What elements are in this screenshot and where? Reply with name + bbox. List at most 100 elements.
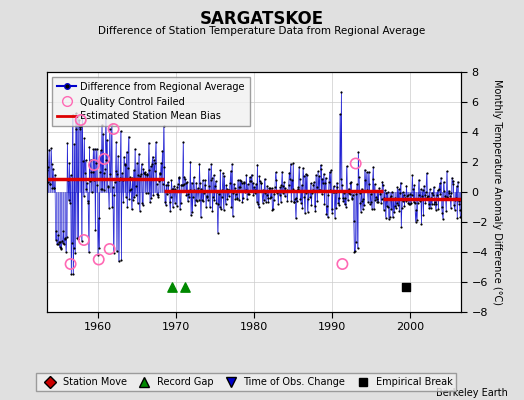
Point	[377, 200, 385, 206]
Point	[135, 207, 144, 214]
Point	[448, 174, 456, 181]
Point	[79, 158, 87, 164]
Point	[441, 196, 449, 202]
Point	[100, 170, 108, 176]
Point	[143, 172, 151, 178]
Point	[71, 250, 79, 256]
Point	[171, 186, 180, 192]
Point	[349, 192, 357, 198]
Point	[333, 180, 341, 186]
Point	[334, 195, 343, 201]
Point	[260, 197, 268, 203]
Point	[57, 245, 66, 251]
Point	[78, 112, 86, 118]
Point	[90, 162, 98, 168]
Point	[242, 186, 250, 193]
Point	[327, 167, 335, 174]
Point	[251, 187, 259, 193]
Point	[337, 89, 345, 95]
Point	[445, 190, 454, 196]
Point	[241, 188, 249, 195]
Point	[264, 195, 272, 202]
Point	[199, 177, 207, 184]
Point	[127, 206, 136, 213]
Point	[249, 179, 257, 186]
Point	[394, 202, 402, 208]
Point	[210, 197, 219, 204]
Point	[345, 190, 353, 196]
Point	[451, 197, 460, 203]
Point	[43, 179, 52, 185]
Point	[296, 176, 304, 182]
Point	[390, 203, 399, 209]
Point	[86, 178, 94, 184]
Point	[179, 139, 188, 145]
Point	[45, 146, 53, 153]
Point	[244, 181, 252, 188]
Point	[339, 198, 347, 204]
Point	[63, 140, 72, 146]
Point	[316, 162, 325, 168]
Point	[406, 200, 414, 207]
Point	[161, 202, 170, 208]
Point	[206, 176, 215, 183]
Point	[66, 200, 74, 206]
Point	[211, 182, 219, 189]
Point	[46, 181, 54, 187]
Point	[351, 248, 359, 254]
Point	[105, 246, 114, 252]
Point	[93, 182, 102, 188]
Point	[162, 182, 170, 188]
Point	[424, 201, 433, 207]
Point	[196, 214, 205, 220]
Point	[208, 175, 216, 181]
Point	[424, 193, 432, 199]
Point	[358, 206, 367, 212]
Point	[114, 152, 122, 159]
Point	[113, 248, 121, 254]
Point	[414, 195, 422, 202]
Point	[300, 194, 309, 200]
Point	[401, 197, 410, 204]
Point	[276, 184, 285, 190]
Point	[169, 204, 177, 210]
Point	[119, 199, 127, 205]
Point	[204, 196, 212, 203]
Point	[389, 214, 397, 221]
Point	[413, 216, 421, 223]
Point	[68, 112, 77, 118]
Point	[414, 177, 423, 183]
Point	[233, 196, 242, 202]
Point	[193, 185, 202, 192]
Point	[427, 205, 435, 212]
Point	[408, 192, 416, 199]
Point	[278, 168, 286, 175]
Point	[91, 146, 99, 152]
Point	[397, 223, 406, 230]
Point	[430, 184, 438, 190]
Point	[288, 177, 296, 183]
Point	[385, 214, 394, 220]
Point	[194, 196, 203, 203]
Point	[381, 214, 390, 221]
Point	[180, 181, 188, 187]
Point	[304, 196, 312, 202]
Point	[362, 188, 370, 194]
Point	[283, 198, 291, 204]
Point	[259, 187, 267, 194]
Point	[132, 182, 140, 189]
Point	[218, 186, 226, 193]
Point	[416, 198, 424, 204]
Point	[100, 156, 108, 162]
Point	[126, 174, 135, 180]
Point	[132, 191, 140, 198]
Point	[226, 180, 234, 186]
Point	[72, 126, 81, 133]
Point	[83, 180, 91, 186]
Point	[367, 199, 376, 206]
Point	[303, 208, 312, 215]
Point	[439, 216, 447, 222]
Point	[167, 177, 176, 184]
Point	[323, 214, 332, 220]
Point	[100, 186, 108, 193]
